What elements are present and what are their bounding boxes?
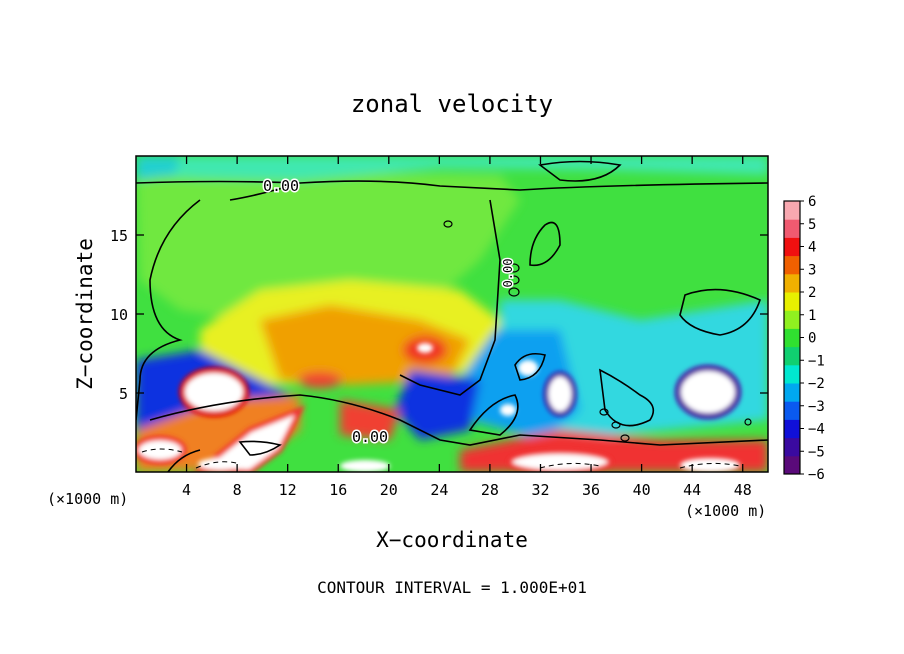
contour-labels: 0.00 0.00 0.00: [261, 176, 516, 448]
colorbar-swatch: [784, 292, 800, 311]
y-tick-label: 10: [110, 306, 128, 324]
colorbar-tick-label: −5: [808, 444, 825, 460]
colorbar-tick-label: 4: [808, 240, 816, 256]
y-tick-label: 5: [119, 385, 128, 403]
colorbar-swatch: [784, 383, 800, 402]
colorbar-swatch: [784, 273, 800, 293]
colorbar-tick-label: −4: [808, 422, 825, 438]
x-tick-label: 36: [582, 481, 600, 499]
x-tick-label: 4: [182, 481, 191, 499]
colorbar-swatch: [784, 201, 800, 220]
colorbar-swatch: [784, 346, 800, 366]
colorbar-tick-label: −2: [808, 376, 825, 392]
colorbar-tick-label: −6: [808, 467, 825, 483]
x-axis-label: X−coordinate: [376, 528, 528, 552]
colorbar-swatch: [784, 455, 800, 475]
y-tick-label: 15: [110, 227, 128, 245]
y-axis-label: Z−coordinate: [73, 238, 97, 390]
colorbar-tick-label: 3: [808, 262, 816, 278]
x-tick-label: 40: [633, 481, 651, 499]
colorbar-tick-label: −1: [808, 353, 825, 369]
contour-label: 0.00: [352, 428, 388, 446]
colorbar-swatch: [784, 328, 800, 348]
colorbar-swatch: [784, 401, 800, 420]
colorbar-swatch: [784, 237, 800, 257]
colorbar-tick-label: 1: [808, 308, 816, 324]
x-axis-unit-left: (×1000 m): [47, 490, 128, 508]
contour-interval-note: CONTOUR INTERVAL = 1.000E+01: [317, 578, 587, 597]
contour-label: 0.00: [501, 259, 515, 288]
colorbar-swatch: [784, 364, 800, 384]
colorbar-tick-label: 0: [808, 331, 816, 347]
colorbar: 6 5 4 3 2 1 0 −1 −2 −3 −4 −5 −6: [783, 194, 825, 483]
colorbar-swatch: [784, 419, 800, 439]
heatmap-field: [136, 156, 768, 472]
colorbar-swatch: [784, 255, 800, 275]
x-tick-label: 12: [279, 481, 297, 499]
x-tick-label: 20: [380, 481, 398, 499]
x-axis-unit-right: (×1000 m): [685, 502, 766, 520]
x-tick-label: 44: [683, 481, 701, 499]
x-tick-label: 32: [531, 481, 549, 499]
x-axis: 4 8 12 16 20 24 28 32 36 40 44 48: [182, 156, 752, 499]
colorbar-tick-label: −3: [808, 399, 825, 415]
contour-label: 0.00: [263, 177, 299, 195]
colorbar-tick-label: 6: [808, 194, 816, 210]
chart-title: zonal velocity: [351, 90, 553, 118]
y-axis: 5 10 15: [110, 227, 768, 403]
x-tick-label: 28: [481, 481, 499, 499]
colorbar-swatch: [784, 437, 800, 457]
colorbar-swatch: [784, 310, 800, 329]
x-tick-label: 48: [734, 481, 752, 499]
colorbar-swatch: [784, 219, 800, 238]
x-tick-label: 8: [233, 481, 242, 499]
colorbar-tick-label: 2: [808, 285, 816, 301]
x-tick-label: 24: [430, 481, 448, 499]
x-tick-label: 16: [329, 481, 347, 499]
colorbar-tick-label: 5: [808, 217, 816, 233]
